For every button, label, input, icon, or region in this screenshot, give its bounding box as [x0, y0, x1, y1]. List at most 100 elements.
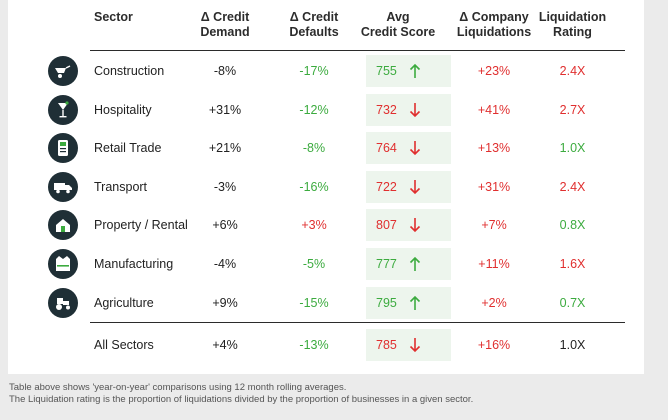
footnote-rolling-averages: Table above shows 'year-on-year' compari…	[9, 382, 347, 393]
truck-icon	[48, 171, 78, 202]
credit-demand-value: +6%	[212, 218, 238, 233]
credit-score-highlight	[366, 170, 451, 203]
table-row: Agriculture +9% -15% 795 +2% 0.7X	[8, 284, 644, 322]
header-credit-defaults: Δ Credit Defaults	[274, 10, 354, 40]
header-liquidations-line1: Δ Company	[459, 10, 529, 24]
credit-score-value: 807	[376, 218, 397, 233]
liquidations-value: +7%	[481, 218, 507, 233]
sector-name: Hospitality	[94, 102, 152, 117]
arrow-down-icon	[409, 179, 421, 195]
liquidations-value: +16%	[477, 338, 511, 353]
liquidation-rating-value: 0.8X	[559, 218, 586, 233]
table-row: Property / Rental +6% +3% 807 +7% 0.8X	[8, 206, 644, 244]
header-liquidations-line2: Liquidations	[456, 25, 532, 39]
liquidations-value: +41%	[477, 102, 511, 117]
credit-defaults-value: +3%	[301, 218, 327, 233]
table-row: Retail Trade +21% -8% 764 +13% 1.0X	[8, 129, 644, 167]
card-terminal-icon	[48, 133, 78, 164]
liquidations-value: +23%	[477, 64, 511, 78]
sector-table-card: Sector Δ Credit Demand Δ Credit Defaults…	[8, 0, 644, 374]
credit-score-value: 777	[376, 257, 397, 271]
header-credit-score: Avg Credit Score	[353, 10, 443, 40]
table-row: Hospitality +31% -12% 732 +41% 2.7X	[8, 91, 644, 129]
header-liquidations: Δ Company Liquidations	[444, 10, 544, 40]
credit-score-highlight	[366, 93, 451, 126]
arrow-down-icon	[409, 140, 421, 156]
table-row: Construction -8% -17% 755 +23% 2.4X	[8, 52, 644, 90]
liquidations-value: +11%	[478, 257, 510, 271]
header-divider	[90, 50, 625, 51]
totals-divider	[90, 322, 625, 323]
liquidation-rating-value: 1.6X	[559, 257, 586, 271]
liquidations-value: +2%	[481, 295, 507, 310]
credit-score-highlight	[366, 329, 451, 362]
arrow-up-icon	[409, 295, 421, 311]
credit-defaults-value: -8%	[302, 141, 326, 156]
credit-score-value: 722	[376, 179, 397, 194]
liquidation-rating-value: 1.0X	[559, 338, 586, 353]
header-credit-defaults-line2: Defaults	[289, 25, 339, 39]
credit-demand-value: +4%	[212, 338, 238, 353]
header-credit-defaults-line1: Δ Credit	[289, 10, 339, 24]
house-hand-icon	[48, 210, 78, 241]
table-row: All Sectors +4% -13% 785 +16% 1.0X	[8, 326, 644, 364]
liquidations-value: +31%	[477, 179, 511, 194]
header-credit-demand-line1: Δ Credit	[200, 10, 250, 24]
credit-score-value: 764	[376, 141, 397, 156]
credit-demand-value: -4%	[213, 257, 237, 271]
arrow-down-icon	[409, 337, 421, 353]
header-rating-line2: Rating	[553, 25, 592, 39]
credit-score-value: 755	[376, 64, 397, 78]
credit-defaults-value: -12%	[299, 102, 329, 117]
credit-score-value: 785	[376, 338, 397, 353]
credit-demand-value: -3%	[213, 179, 237, 194]
header-sector: Sector	[94, 10, 133, 24]
credit-defaults-value: -15%	[299, 295, 329, 310]
credit-demand-value: +9%	[212, 295, 238, 310]
liquidation-rating-value: 0.7X	[559, 295, 586, 310]
table-row: Manufacturing -4% -5% 777 +11% 1.6X	[8, 245, 644, 283]
header-credit-demand-line2: Demand	[200, 25, 250, 39]
credit-score-highlight	[366, 55, 451, 87]
credit-score-value: 732	[376, 102, 397, 117]
safety-vest-icon	[48, 249, 78, 279]
liquidations-value: +13%	[477, 141, 511, 156]
credit-score-highlight	[366, 248, 451, 280]
sector-name: Manufacturing	[94, 257, 174, 271]
sector-name: Transport	[94, 179, 148, 194]
footnote-liquidation-rating: The Liquidation rating is the proportion…	[9, 394, 474, 405]
credit-defaults-value: -13%	[299, 338, 329, 353]
credit-defaults-value: -5%	[302, 257, 326, 271]
wheelbarrow-icon	[48, 56, 78, 86]
credit-score-highlight	[366, 132, 451, 165]
sector-name: Retail Trade	[94, 141, 162, 156]
sector-name: Construction	[94, 64, 165, 78]
cocktail-glass-icon	[48, 94, 78, 125]
liquidation-rating-value: 1.0X	[559, 141, 586, 156]
arrow-up-icon	[409, 63, 421, 79]
header-rating: Liquidation Rating	[530, 10, 615, 40]
sector-name: All Sectors	[94, 338, 154, 353]
arrow-down-icon	[409, 102, 421, 118]
sector-name: Property / Rental	[94, 218, 188, 233]
credit-score-value: 795	[376, 295, 397, 310]
header-credit-score-line1: Avg	[386, 10, 410, 24]
header-credit-score-line2: Credit Score	[360, 25, 436, 39]
sector-name: Agriculture	[94, 295, 154, 310]
credit-score-highlight	[366, 286, 451, 319]
credit-demand-value: -8%	[213, 64, 237, 78]
liquidation-rating-value: 2.4X	[559, 64, 586, 78]
credit-score-highlight	[366, 209, 451, 242]
liquidation-rating-value: 2.7X	[559, 102, 586, 117]
liquidation-rating-value: 2.4X	[559, 179, 586, 194]
header-credit-demand: Δ Credit Demand	[180, 10, 270, 40]
arrow-up-icon	[409, 256, 421, 272]
table-row: Transport -3% -16% 722 +31% 2.4X	[8, 168, 644, 206]
credit-demand-value: +31%	[208, 102, 242, 117]
credit-demand-value: +21%	[208, 141, 242, 156]
arrow-down-icon	[409, 217, 421, 233]
tractor-icon	[48, 287, 78, 318]
header-rating-line1: Liquidation	[538, 10, 607, 24]
credit-defaults-value: -17%	[299, 64, 329, 78]
credit-defaults-value: -16%	[299, 179, 329, 194]
